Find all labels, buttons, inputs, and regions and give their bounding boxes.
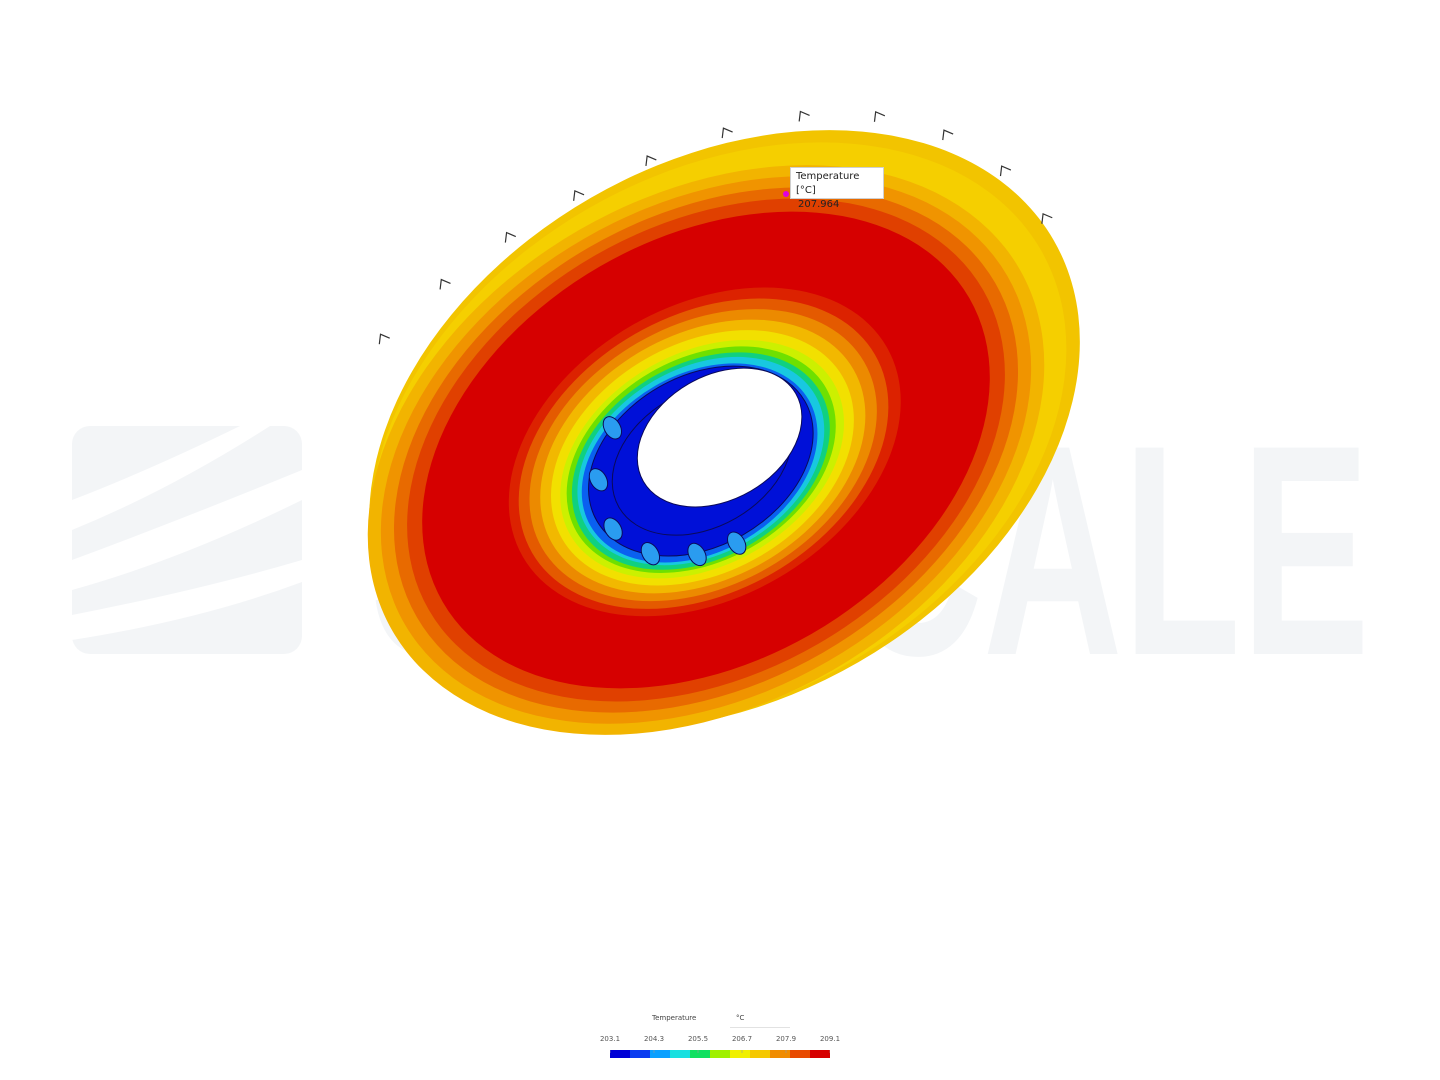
legend-swatch xyxy=(770,1050,791,1058)
legend-tick: 203.1 xyxy=(599,1035,621,1043)
probe-value: 207.964 xyxy=(798,199,840,210)
legend-tick: 206.7 xyxy=(731,1035,753,1043)
legend-swatch xyxy=(630,1050,651,1058)
legend-divider xyxy=(730,1027,790,1028)
legend-tick: 204.3 xyxy=(643,1035,665,1043)
legend-swatch xyxy=(610,1050,631,1058)
legend-ticks: 203.1 204.3 205.5 206.7 207.9 209.1 xyxy=(596,1035,846,1047)
probe-tooltip: Temperature [°C] 207.964 xyxy=(790,167,884,210)
legend-swatch xyxy=(750,1050,771,1058)
legend-title: Temperature xyxy=(652,1014,697,1022)
legend-unit: °C xyxy=(736,1014,745,1022)
legend-swatch xyxy=(710,1050,731,1058)
legend-swatch xyxy=(650,1050,671,1058)
legend-swatch xyxy=(690,1050,711,1058)
legend-swatch xyxy=(670,1050,691,1058)
probe-label: Temperature [°C] xyxy=(796,171,860,196)
legend-swatch xyxy=(790,1050,811,1058)
legend-tick: 209.1 xyxy=(819,1035,841,1043)
legend-swatch xyxy=(810,1050,830,1058)
legend-color-bar xyxy=(610,1050,830,1058)
color-legend[interactable]: Temperature °C 203.1 204.3 205.5 206.7 2… xyxy=(596,1010,846,1070)
legend-tick: 207.9 xyxy=(775,1035,797,1043)
legend-tick: 205.5 xyxy=(687,1035,709,1043)
legend-swatch xyxy=(730,1050,751,1058)
